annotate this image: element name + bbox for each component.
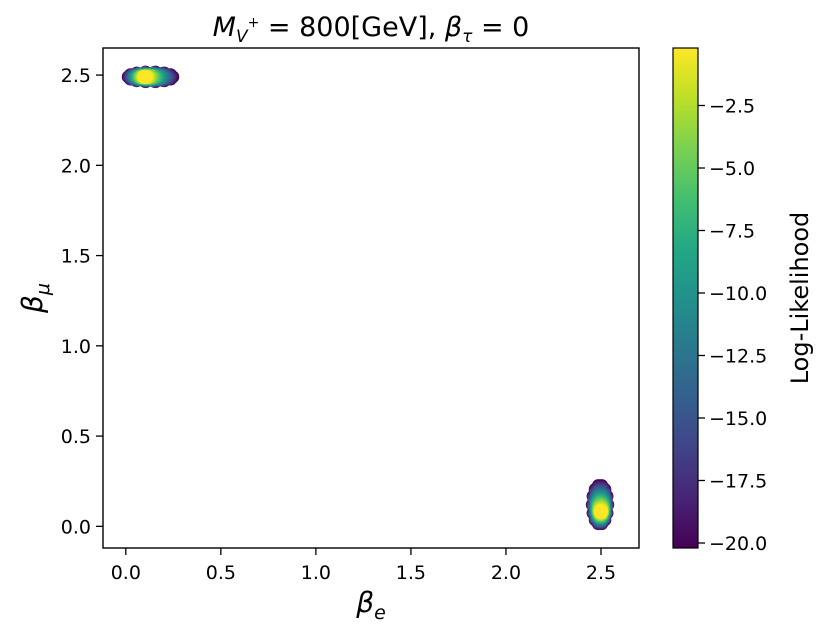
- colorbar: [672, 47, 699, 549]
- y-tick-label: 0.5: [61, 426, 91, 448]
- x-tick-label: 0.0: [111, 562, 141, 584]
- colorbar-ticks: −2.5 −5.0 −7.5 −10.0 −12.5 −15.0 −17.5 −20.0: [698, 96, 767, 555]
- x-tick-label: 0.5: [206, 562, 236, 584]
- scatter-points: [121, 65, 615, 531]
- scatter-point: [594, 504, 608, 518]
- y-tick-label: 2.5: [61, 65, 91, 87]
- colorbar-tick-label: −5.0: [709, 158, 755, 180]
- colorbar-tick-label: −7.5: [709, 221, 755, 243]
- colorbar-tick-label: −12.5: [709, 346, 767, 368]
- chart-title: MV+ = 800[GeV], βτ = 0: [213, 12, 530, 47]
- colorbar-tick-label: −10.0: [709, 283, 767, 305]
- y-tick-label: 1.5: [61, 246, 91, 268]
- colorbar-tick-label: −17.5: [709, 471, 767, 493]
- x-tick-label: 1.5: [396, 562, 426, 584]
- x-tick-label: 1.0: [301, 562, 331, 584]
- y-tick-label: 1.0: [61, 336, 91, 358]
- colorbar-tick-label: −2.5: [709, 96, 755, 118]
- colorbar-label: Log-Likelihood: [786, 212, 814, 385]
- x-axis-title: βe: [355, 586, 386, 624]
- y-tick-label: 0.0: [61, 516, 91, 538]
- scatter-point: [138, 70, 152, 84]
- y-tick-label: 2.0: [61, 155, 91, 177]
- y-axis-ticks: 0.0 0.5 1.0 1.5 2.0 2.5: [61, 65, 103, 538]
- x-tick-label: 2.0: [491, 562, 521, 584]
- plot-frame: [102, 47, 640, 549]
- y-axis-title: βμ: [16, 283, 54, 314]
- colorbar-tick-label: −15.0: [709, 408, 767, 430]
- x-axis-ticks: 0.0 0.5 1.0 1.5 2.0 2.5: [111, 548, 616, 584]
- colorbar-tick-label: −20.0: [709, 533, 767, 555]
- x-tick-label: 2.5: [586, 562, 616, 584]
